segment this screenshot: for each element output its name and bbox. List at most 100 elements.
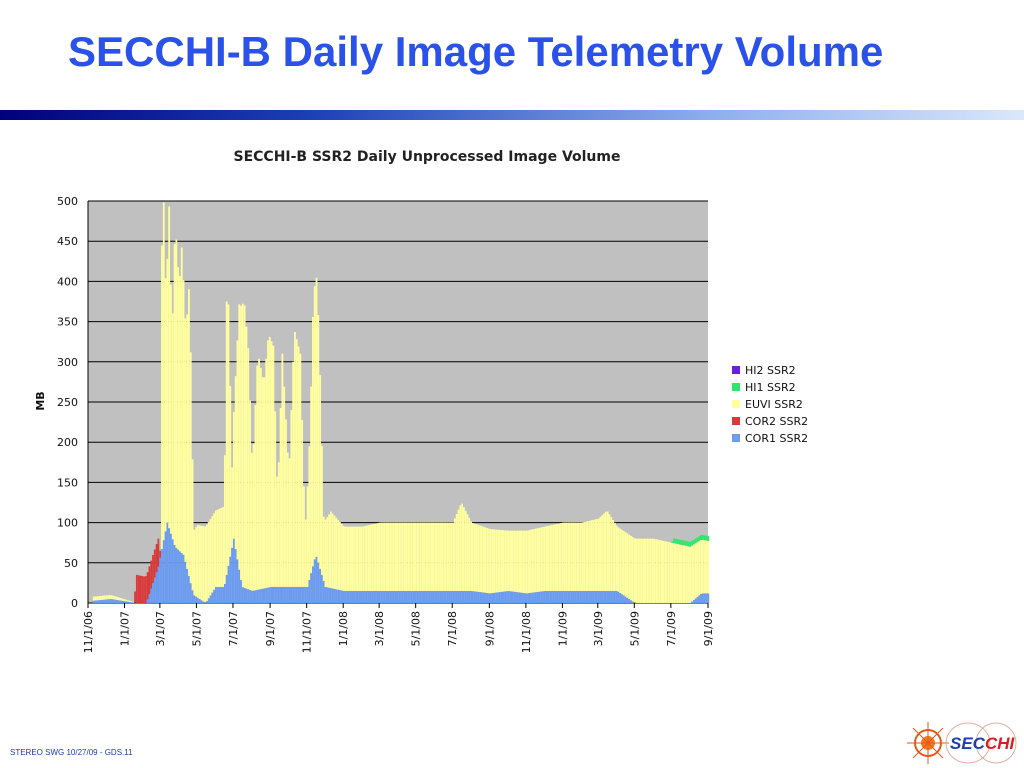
- bar-segment-cor1: [608, 590, 611, 603]
- bar-segment-cor1: [159, 557, 162, 603]
- bar-segment-euvi: [326, 516, 329, 588]
- bar-segment-cor1: [209, 595, 212, 603]
- bar-segment-cor1: [702, 593, 704, 603]
- bar-segment-euvi: [464, 510, 467, 591]
- bar-segment-euvi: [579, 522, 582, 591]
- bar-segment-euvi: [639, 538, 641, 603]
- bar-segment-cor1: [285, 586, 287, 603]
- bar-segment-euvi: [281, 353, 284, 587]
- bar-segment-hi1: [684, 540, 686, 546]
- bar-segment-cor1: [200, 600, 203, 603]
- bar-segment-cor1: [126, 601, 129, 603]
- bar-segment-cor1: [700, 593, 703, 603]
- bar-segment-cor1: [232, 538, 235, 603]
- bar-segment-euvi: [592, 519, 595, 591]
- bar-segment-euvi: [432, 522, 435, 591]
- bar-segment-cor1: [256, 589, 259, 603]
- series-marks: [92, 202, 710, 603]
- bar-segment-cor1: [161, 548, 163, 603]
- bar-segment-euvi: [552, 524, 555, 591]
- bar-segment-cor1: [146, 599, 149, 603]
- bar-segment-cor1: [531, 592, 534, 603]
- bar-segment-cor2: [144, 576, 147, 603]
- bar-segment-cor1: [484, 592, 487, 603]
- bar-segment-cor1: [303, 586, 305, 603]
- bar-segment-euvi: [249, 400, 251, 590]
- x-tick-label: 7/1/07: [227, 611, 240, 646]
- bar-segment-euvi: [195, 526, 198, 597]
- bar-segment-euvi: [648, 538, 650, 603]
- x-tick-label: 7/1/09: [665, 611, 678, 646]
- bar-segment-cor1: [446, 590, 449, 603]
- bar-segment-cor1: [223, 583, 226, 603]
- bar-segment-euvi: [161, 245, 163, 549]
- bar-segment-euvi: [574, 522, 577, 591]
- x-tick-label: 3/1/07: [154, 611, 167, 646]
- bar-segment-euvi: [258, 358, 260, 590]
- bar-segment-cor1: [222, 586, 224, 603]
- bar-segment-euvi: [630, 535, 632, 601]
- bar-segment-euvi: [261, 377, 264, 589]
- bar-segment-euvi: [489, 529, 492, 594]
- bar-segment-cor1: [108, 599, 111, 603]
- bar-segment-cor1: [585, 590, 587, 603]
- bar-segment-cor1: [297, 586, 300, 603]
- bar-segment-euvi: [277, 462, 280, 587]
- bar-segment-euvi: [369, 524, 372, 591]
- bar-segment-euvi: [612, 519, 614, 591]
- bar-segment-euvi: [633, 538, 636, 603]
- bar-segment-cor1: [507, 591, 510, 603]
- bar-segment-hi1: [698, 536, 701, 542]
- bar-segment-euvi: [114, 596, 117, 600]
- bar-segment-euvi: [117, 597, 120, 601]
- bar-segment-cor1: [321, 574, 323, 603]
- bar-segment-hi1: [687, 541, 690, 547]
- bar-segment-cor1: [392, 590, 395, 603]
- bar-segment-euvi: [297, 346, 300, 587]
- bar-segment-euvi: [462, 507, 465, 591]
- bar-segment-euvi: [455, 513, 458, 591]
- x-tick-label: 7/1/08: [446, 611, 459, 646]
- bar-segment-cor1: [319, 568, 322, 603]
- bar-segment-euvi: [259, 368, 262, 590]
- bar-segment-cor1: [231, 547, 233, 603]
- bar-segment-cor2: [155, 544, 158, 573]
- bar-segment-cor1: [551, 590, 553, 603]
- bar-segment-cor1: [288, 586, 291, 603]
- bar-segment-euvi: [274, 411, 277, 587]
- bar-segment-cor1: [613, 590, 616, 603]
- bar-segment-euvi: [567, 522, 570, 591]
- bar-segment-cor1: [414, 590, 417, 603]
- bar-segment-cor1: [561, 590, 564, 603]
- y-tick-label: 350: [57, 316, 78, 329]
- bar-segment-cor1: [213, 589, 215, 603]
- bar-segment-euvi: [200, 525, 203, 601]
- bar-segment-euvi: [493, 529, 496, 593]
- bar-segment-cor1: [617, 591, 620, 603]
- bar-segment-cor1: [123, 601, 126, 603]
- bar-segment-cor1: [94, 600, 97, 603]
- bar-segment-cor1: [274, 586, 277, 603]
- bar-segment-cor1: [338, 590, 341, 603]
- bar-segment-euvi: [434, 522, 437, 591]
- bar-segment-euvi: [179, 275, 181, 552]
- bar-segment-cor1: [500, 591, 503, 603]
- x-tick-label: 5/1/07: [190, 611, 203, 646]
- bar-segment-euvi: [337, 519, 339, 590]
- bar-segment-cor1: [177, 549, 180, 603]
- bar-segment-cor1: [581, 590, 584, 603]
- bar-segment-cor1: [626, 597, 629, 603]
- bar-segment-cor1: [186, 568, 189, 603]
- bar-segment-euvi: [637, 538, 640, 603]
- bar-segment-cor1: [362, 590, 365, 603]
- bar-segment-cor2: [148, 566, 151, 594]
- bar-segment-cor1: [410, 590, 413, 603]
- bar-segment-cor1: [502, 591, 505, 603]
- bar-segment-cor1: [524, 593, 526, 603]
- bar-segment-cor1: [328, 587, 331, 603]
- bar-segment-cor1: [382, 590, 384, 603]
- bar-segment-euvi: [362, 526, 365, 591]
- bar-segment-cor1: [468, 590, 471, 603]
- bar-segment-euvi: [216, 509, 219, 587]
- legend: HI2 SSR2 HI1 SSR2 EUVI SSR2 COR2 SSR2 COR1 S…: [732, 364, 808, 445]
